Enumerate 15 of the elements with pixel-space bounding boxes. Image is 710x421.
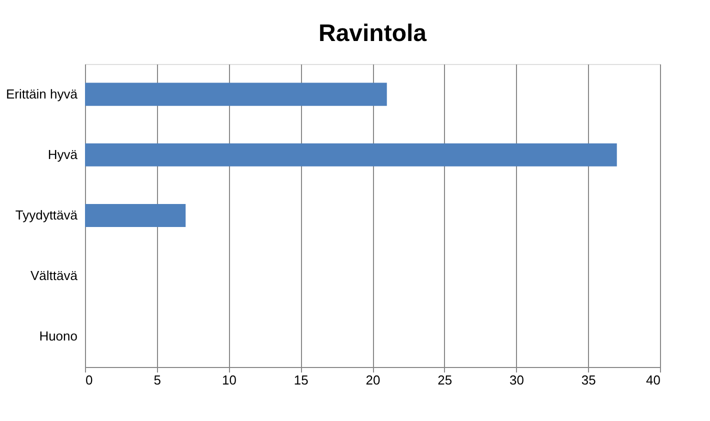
x-tick-label: 20 (366, 372, 380, 388)
y-tick-label: Tyydyttävä (15, 208, 78, 222)
x-tick-label: 10 (222, 372, 236, 388)
x-tick-label: 0 (86, 372, 93, 388)
y-tick-label: Huono (39, 328, 78, 344)
x-tick-label: 40 (646, 372, 660, 388)
y-tick-label: Erittäin hyvä (6, 86, 78, 102)
x-tick-label: 5 (154, 372, 161, 388)
x-tick-label: 30 (510, 372, 524, 388)
x-tick-label: 35 (581, 372, 596, 388)
y-tick-label: Välttävä (30, 268, 78, 284)
x-tick-label: 25 (438, 372, 452, 388)
chart-title: Ravintola (318, 20, 428, 47)
x-tick-label: 15 (294, 372, 308, 388)
y-tick-label: Hyvä (48, 146, 78, 162)
